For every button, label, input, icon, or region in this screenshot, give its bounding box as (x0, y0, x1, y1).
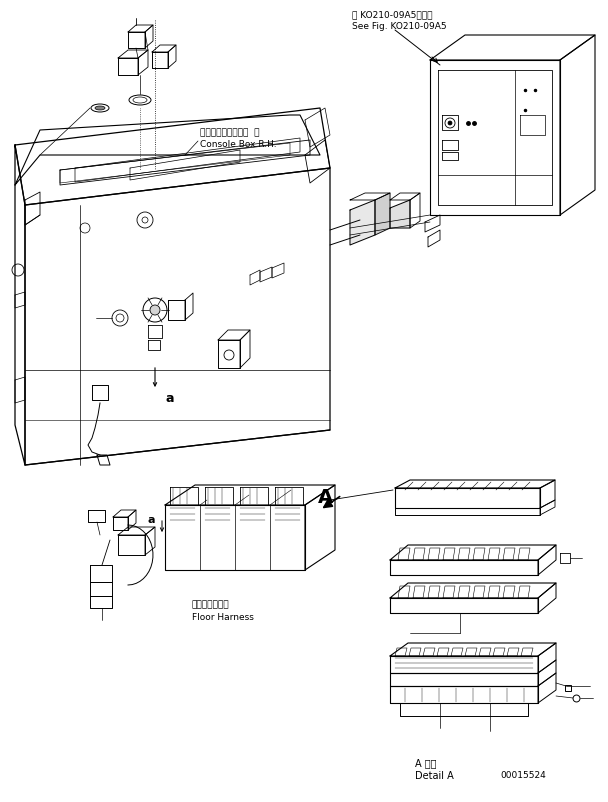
Ellipse shape (133, 97, 147, 103)
Text: Floor Harness: Floor Harness (192, 613, 254, 622)
Text: A: A (318, 488, 333, 507)
Ellipse shape (95, 106, 105, 110)
Polygon shape (375, 193, 390, 235)
Text: A 詳細: A 詳細 (415, 758, 437, 768)
Text: a: a (165, 392, 173, 405)
Text: 第 KO210-09A5図参照: 第 KO210-09A5図参照 (352, 10, 432, 19)
Text: Console Box R.H.: Console Box R.H. (200, 140, 277, 149)
Polygon shape (390, 200, 410, 228)
Circle shape (150, 305, 160, 315)
Text: コンソールボックス  右: コンソールボックス 右 (200, 128, 260, 137)
Text: See Fig. KO210-09A5: See Fig. KO210-09A5 (352, 22, 447, 31)
Text: フロアハーネス: フロアハーネス (192, 600, 230, 609)
Ellipse shape (129, 95, 151, 105)
Text: Detail A: Detail A (415, 771, 454, 781)
Text: a: a (148, 515, 156, 525)
Ellipse shape (91, 104, 109, 112)
Polygon shape (350, 200, 375, 245)
Text: 00015524: 00015524 (500, 771, 546, 780)
Circle shape (448, 121, 452, 125)
